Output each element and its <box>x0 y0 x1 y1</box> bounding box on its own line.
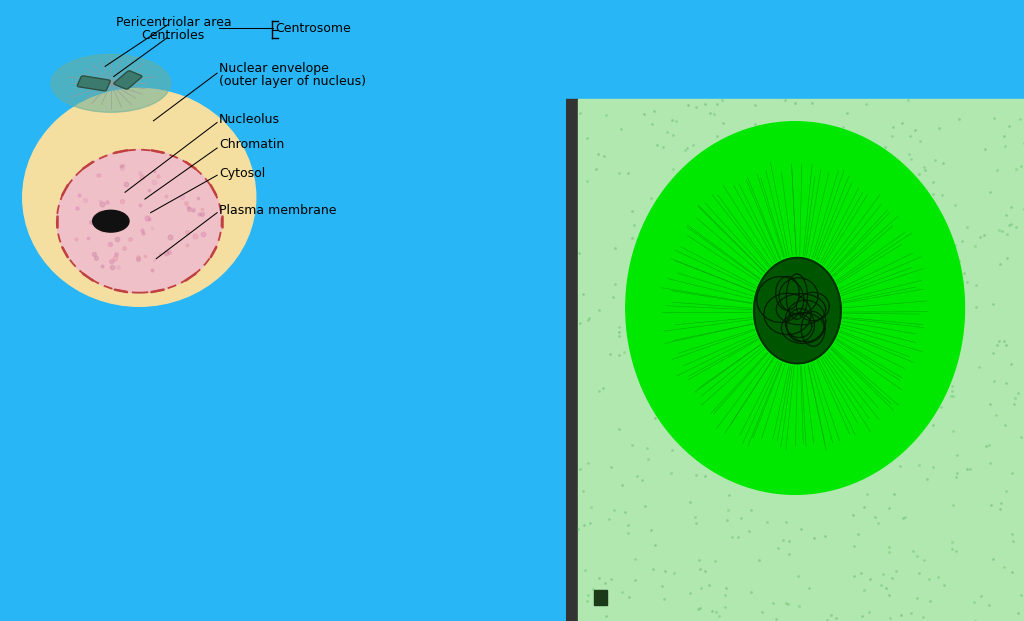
Ellipse shape <box>626 122 965 494</box>
Bar <box>566 0 1024 99</box>
Text: Pericentriolar area: Pericentriolar area <box>116 16 231 29</box>
Ellipse shape <box>23 88 256 306</box>
Bar <box>578 99 1024 621</box>
Text: Chromatin: Chromatin <box>219 138 284 151</box>
Text: Centrosome: Centrosome <box>275 22 351 35</box>
Bar <box>594 590 607 605</box>
FancyBboxPatch shape <box>77 76 111 91</box>
Text: (outer layer of nucleus): (outer layer of nucleus) <box>219 75 366 88</box>
Bar <box>566 99 578 621</box>
Ellipse shape <box>51 55 170 112</box>
Text: Centrioles: Centrioles <box>141 29 205 42</box>
Text: Nuclear envelope: Nuclear envelope <box>219 61 329 75</box>
Circle shape <box>92 211 129 232</box>
Ellipse shape <box>754 258 841 363</box>
FancyBboxPatch shape <box>114 71 142 89</box>
Ellipse shape <box>57 150 221 292</box>
Text: Cytosol: Cytosol <box>219 167 265 180</box>
Text: Nucleolus: Nucleolus <box>219 112 280 125</box>
Text: Plasma membrane: Plasma membrane <box>219 204 336 217</box>
